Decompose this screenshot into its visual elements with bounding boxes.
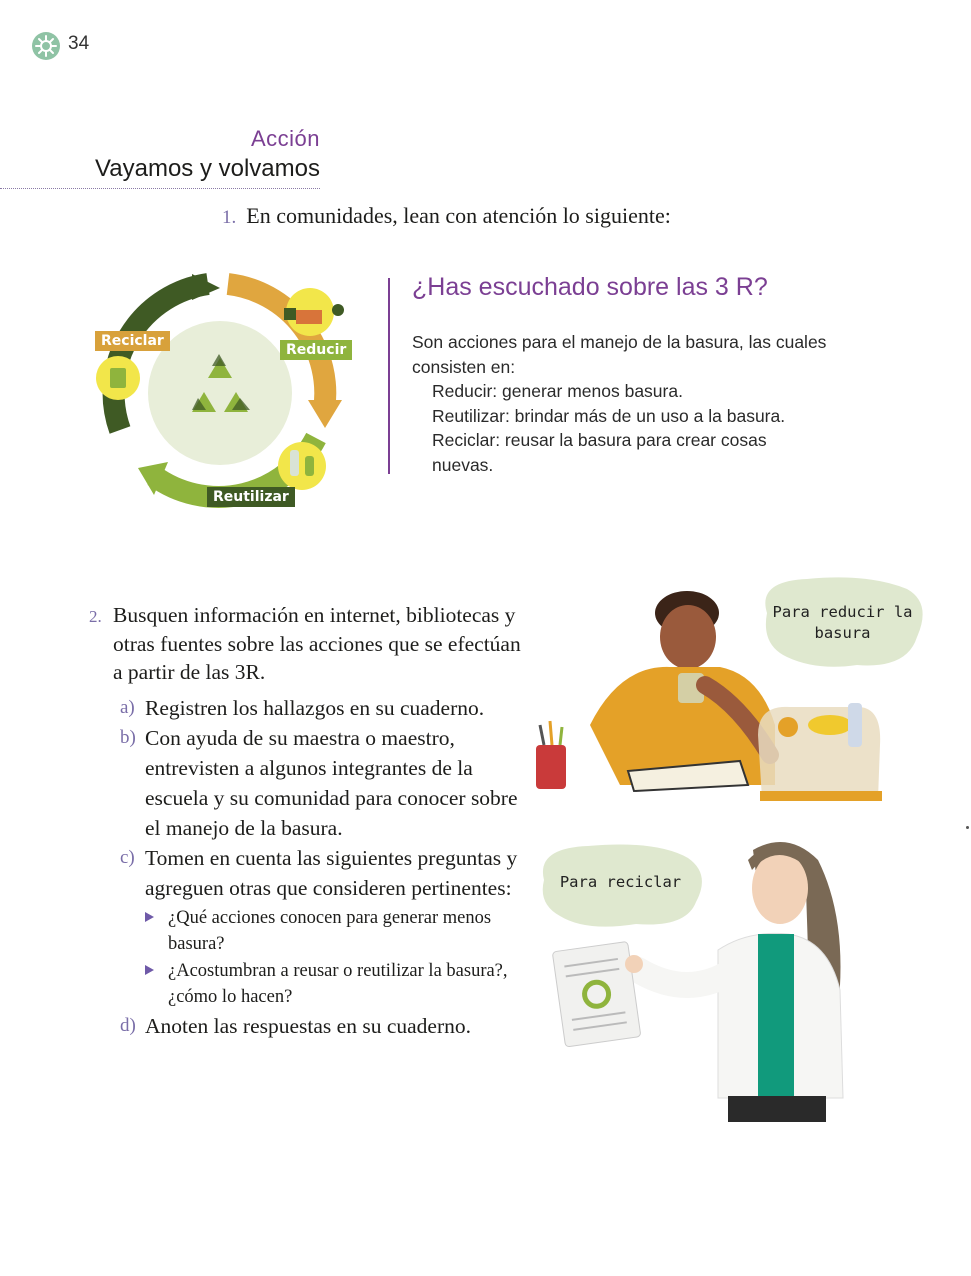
cycle-label-reutilizar: Reutilizar [207, 487, 295, 507]
item-text: Con ayuda de su maestra o maestro, entre… [145, 726, 518, 840]
question-bullet: ¿Qué acciones conocen para generar menos… [145, 905, 520, 957]
question-text: En comunidades, lean con atención lo sig… [246, 203, 671, 228]
item-letter: c) [120, 847, 135, 868]
question-text: Busquen información en internet, bibliot… [113, 603, 521, 684]
infobox-intro: Son acciones para el manejo de la basura… [412, 332, 827, 377]
question-list: ¿Qué acciones conocen para generar menos… [145, 905, 520, 1010]
list-item: b) Con ayuda de su maestra o maestro, en… [120, 723, 520, 843]
item-text: Tomen en cuenta las siguientes preguntas… [145, 846, 518, 900]
list-item: a) Registren los hallazgos en su cuadern… [120, 693, 520, 723]
edge-mark [966, 826, 969, 829]
page-number: 34 [68, 33, 90, 54]
infobox-item: Reutilizar: brindar más de un uso a la b… [432, 405, 786, 426]
arrow-bullet-icon [145, 912, 154, 922]
section-title: Vayamos y volvamos [95, 155, 320, 182]
arrow-bullet-icon [145, 965, 154, 975]
question-2-items: a) Registren los hallazgos en su cuadern… [120, 693, 520, 1041]
speech-bubble-recycle [542, 844, 702, 927]
gear-icon [32, 32, 60, 60]
list-item: c) Tomen en cuenta las siguientes pregun… [120, 843, 520, 1010]
question-bullet: ¿Acostumbran a reusar o reutilizar la ba… [145, 958, 520, 1010]
speech-bubble-reduce [765, 577, 923, 667]
student-illustration [536, 591, 882, 801]
item-letter: b) [120, 727, 136, 748]
question-2: 2. Busquen información en internet, bibl… [89, 601, 529, 687]
cycle-label-reducir: Reducir [280, 340, 353, 360]
item-letter: a) [120, 697, 135, 718]
section-label: Acción [250, 126, 320, 151]
infobox-item: Reciclar: reusar la basura para crear co… [432, 430, 767, 475]
item-text: Anoten las respuestas en su cuaderno. [145, 1014, 471, 1038]
item-text: Registren los hallazgos en su cuaderno. [145, 696, 485, 720]
question-number: 1. [222, 207, 237, 228]
list-item: d) Anoten las respuestas en su cuaderno. [120, 1011, 520, 1041]
question-number: 2. [89, 607, 102, 626]
bubble-reduce-text: Para reducir la basura [772, 603, 913, 642]
girl-illustration [552, 842, 844, 1122]
infobox-item: Reducir: generar menos basura. [432, 381, 683, 401]
infobox-heading: ¿Has escuchado sobre las 3 R? [412, 273, 768, 301]
bullet-text: ¿Qué acciones conocen para generar menos… [168, 908, 492, 954]
question-1: 1. En comunidades, lean con atención lo s… [222, 203, 671, 229]
section-divider [0, 188, 320, 189]
item-letter: d) [120, 1015, 136, 1036]
three-r-cycle-diagram [96, 273, 344, 508]
bubble-recycle-text: Para reciclar [559, 873, 682, 891]
cycle-label-reciclar: Reciclar [95, 331, 170, 351]
infobox-body: Son acciones para el manejo de la basura… [412, 330, 832, 477]
infobox-divider [388, 278, 390, 474]
bullet-text: ¿Acostumbran a reusar o reutilizar la ba… [168, 961, 508, 1007]
